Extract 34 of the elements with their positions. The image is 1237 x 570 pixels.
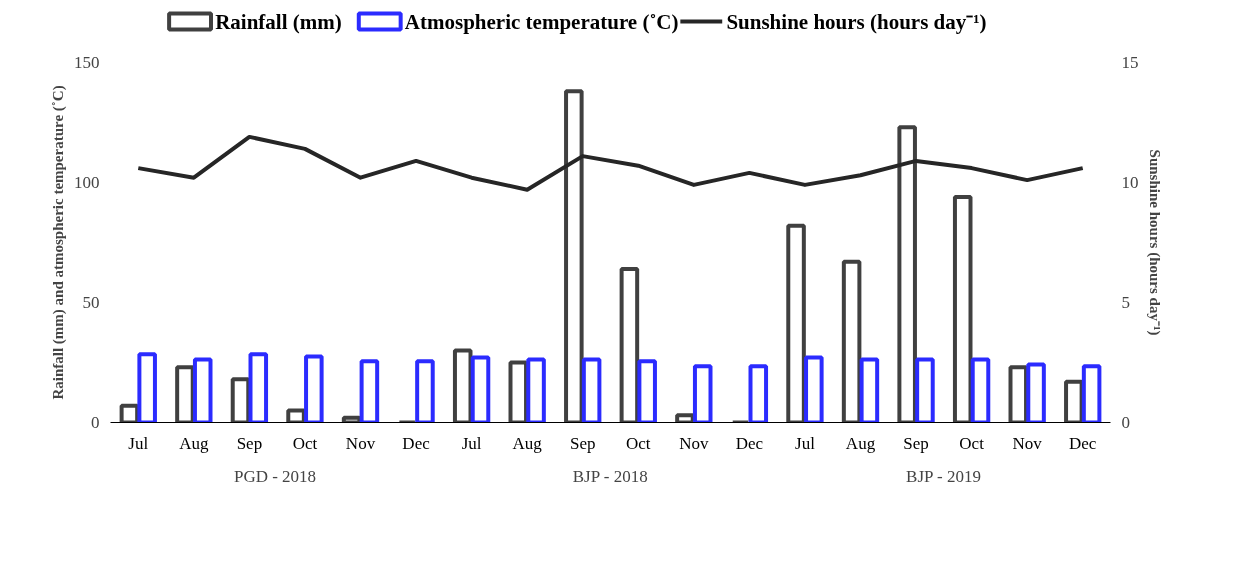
x-tick-label: Aug [512, 433, 543, 453]
x-tick-label: Jul [795, 433, 816, 453]
y2-axis-title: Sunshine hours (hours day⁻¹) [1145, 149, 1163, 336]
y2-tick-label: 15 [1121, 53, 1139, 72]
x-tick-label: Nov [679, 433, 709, 453]
y-tick-label: 150 [74, 53, 100, 72]
x-tick-label: Aug [179, 433, 209, 453]
x-tick-label: Sep [569, 433, 596, 453]
y-tick-label: 100 [74, 173, 100, 192]
y2-tick-label: 5 [1121, 293, 1130, 312]
x-tick-label: Dec [1069, 433, 1097, 453]
y-axis-title: Rainfall (mm) and atmospheric temperature (˚C) [50, 85, 67, 400]
x-tick-label: Oct [626, 433, 651, 453]
x-tick-label: Oct [959, 433, 985, 453]
y2-tick-label: 0 [1121, 413, 1130, 432]
text: BJP - 2019 [906, 466, 981, 486]
text: PGD - 2018 [233, 466, 317, 486]
y2-tick-label: 10 [1121, 173, 1139, 192]
x-tick-label: Aug [845, 433, 876, 453]
x-tick-label: Jul [128, 433, 149, 453]
x-tick-label: Dec [735, 433, 764, 453]
x-tick-label: Sep [236, 433, 263, 453]
x-tick-label: Jul [461, 433, 482, 453]
x-tick-label: Nov [1012, 433, 1043, 453]
x-tick-label: Nov [345, 433, 376, 453]
legend-label: Sunshine hours (hours day⁻¹) [726, 9, 987, 34]
y-tick-label: 50 [82, 293, 100, 312]
text: BJP - 2018 [572, 466, 648, 486]
legend-label: Rainfall (mm) [215, 9, 342, 34]
x-tick-label: Dec [402, 433, 431, 453]
legend-label: Atmospheric temperature (˚C) [404, 9, 679, 34]
x-tick-label: Oct [292, 433, 318, 453]
x-tick-label: Sep [903, 433, 929, 453]
y-tick-label: 0 [91, 413, 100, 432]
